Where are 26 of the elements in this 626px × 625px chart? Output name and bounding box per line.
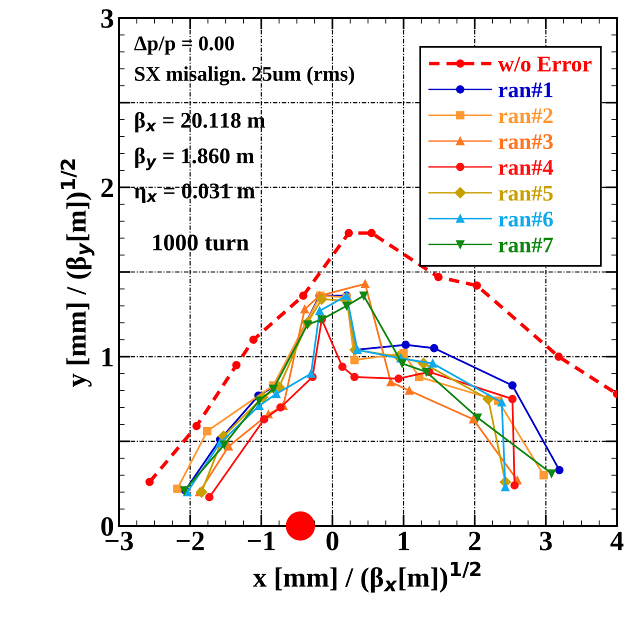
legend-label: ran#3 [498, 134, 553, 150]
y-tick-label: 1 [102, 348, 113, 366]
x-axis-title: x [mm] / (β$_{x}$[m])$^{1/2}$ [252, 562, 480, 593]
annotation: β$_{x}$ = 20.118 m [135, 112, 266, 132]
legend-label: ran#1 [498, 82, 552, 98]
legend-label: ran#5 [498, 186, 553, 201]
annotation: β$_{y}$ = 1.860 m [135, 148, 254, 170]
y-axis-title: y [mm] / (β$_{y}$[m])$^{1/2}$ [60, 159, 94, 387]
legend-label: ran#2 [498, 108, 553, 124]
x-tick-label: −1 [248, 532, 275, 550]
x-tick-label: 2 [468, 532, 480, 550]
x-tick-label: 1 [398, 532, 410, 550]
annotation: 1000 turn [153, 234, 249, 251]
legend-label: ran#6 [498, 212, 553, 227]
x-tick-label: 0 [326, 532, 338, 550]
legend-label: ran#7 [498, 238, 554, 252]
annotation: SX misalign. 25um (rms) [135, 66, 354, 86]
y-tick-label: 3 [101, 9, 114, 28]
x-tick-label: −2 [176, 532, 204, 550]
x-tick-label: 3 [540, 532, 552, 550]
legend-label: w/o Error [498, 56, 592, 72]
annotation: Δp/p = 0.00 [134, 36, 234, 55]
x-tick-label: 4 [610, 532, 624, 550]
annotation: η$_{x}$ = 0.031 m [134, 183, 255, 203]
legend-label: ran#4 [498, 160, 554, 175]
y-tick-label: 2 [101, 178, 113, 197]
